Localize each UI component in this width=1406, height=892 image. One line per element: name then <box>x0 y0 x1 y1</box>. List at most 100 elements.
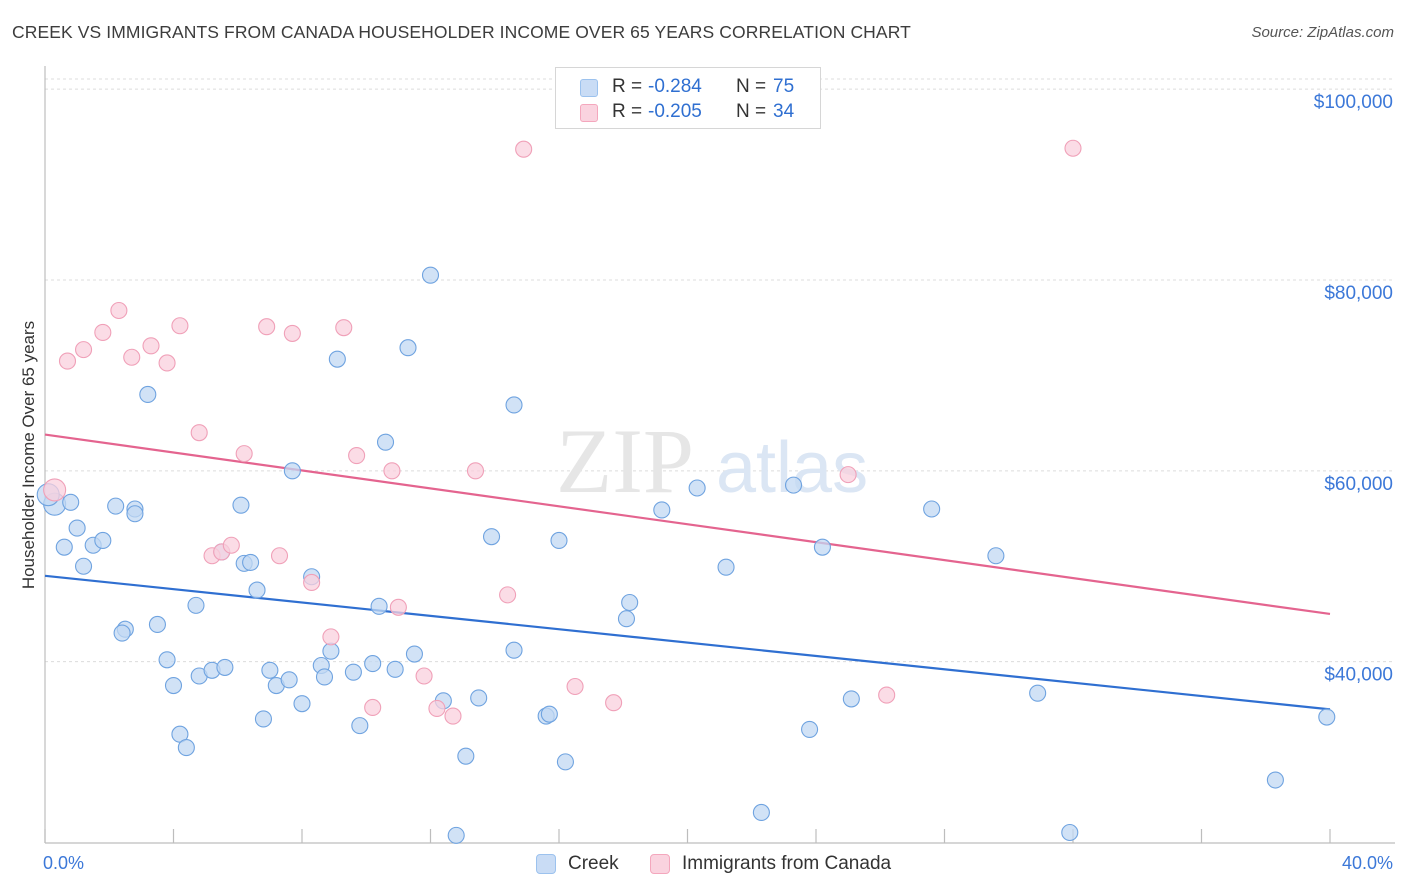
canada-r-label: R = <box>612 101 643 122</box>
creek-point <box>94 531 112 550</box>
creek-point <box>344 663 362 681</box>
watermark: ZIP atlas <box>556 410 868 512</box>
creek-point <box>113 624 131 642</box>
canada-point <box>348 446 366 465</box>
creek-point <box>322 642 340 660</box>
canada-point <box>1064 139 1082 157</box>
canada-point <box>322 628 340 646</box>
canada-r-value: -0.205 <box>648 101 702 122</box>
creek-point <box>688 479 706 497</box>
canada-point <box>43 478 67 502</box>
creek-point <box>421 266 440 284</box>
canada-point <box>383 462 401 480</box>
creek-point <box>1266 771 1284 789</box>
y-axis-label: Householder Income Over 65 years <box>19 320 38 590</box>
creek-point <box>556 753 574 771</box>
creek-n-label: N = <box>736 76 767 97</box>
canada-point <box>515 140 533 158</box>
canada-n-label: N = <box>736 101 767 122</box>
creek-point <box>399 339 417 357</box>
creek-point <box>1061 823 1079 842</box>
creek-point <box>370 597 388 615</box>
correlation-legend: R = -0.284 N = 75 R = -0.205 N = 34 <box>555 67 821 129</box>
creek-point <box>248 581 266 599</box>
creek-point <box>55 538 73 556</box>
creek-r-value: -0.284 <box>648 76 702 97</box>
canada-point <box>258 318 276 336</box>
canada-trend-line <box>44 433 1331 616</box>
canada-point <box>389 598 407 616</box>
canada-point <box>428 699 446 717</box>
creek-point <box>1029 684 1047 702</box>
bottom-creek-label: Creek <box>568 853 619 874</box>
creek-point <box>107 497 125 515</box>
creek-point <box>505 396 523 414</box>
canada-point <box>566 677 584 696</box>
y-tick-label: $40,000 <box>1324 665 1393 686</box>
creek-point <box>364 655 382 673</box>
creek-point <box>621 593 639 612</box>
creek-point <box>293 695 311 713</box>
creek-point <box>242 553 260 571</box>
creek-point <box>351 717 369 735</box>
creek-point <box>653 501 671 519</box>
creek-point <box>405 645 423 663</box>
canada-point <box>58 352 77 370</box>
creek-point <box>126 505 144 523</box>
canada-point <box>364 698 382 717</box>
canada-point <box>94 323 112 341</box>
creek-point <box>550 531 568 550</box>
bottom-creek-swatch <box>536 854 556 874</box>
canada-point <box>499 586 517 604</box>
canada-point <box>190 424 208 442</box>
creek-point <box>1318 708 1336 726</box>
canada-point <box>222 536 240 554</box>
creek-point <box>164 676 183 695</box>
creek-point <box>752 803 770 822</box>
creek-point <box>187 596 205 614</box>
creek-point <box>801 720 819 738</box>
creek-point <box>261 661 279 679</box>
canada-point <box>158 354 176 372</box>
creek-point <box>482 528 501 546</box>
canada-point <box>75 341 93 359</box>
creek-swatch <box>580 79 598 97</box>
canada-point <box>270 547 289 565</box>
creek-point <box>328 350 346 368</box>
grid-lines <box>45 78 1395 663</box>
canada-point <box>235 445 253 463</box>
creek-point <box>505 641 523 659</box>
y-tick-label: $80,000 <box>1324 283 1393 304</box>
canada-point <box>605 694 623 712</box>
axes <box>44 66 1395 844</box>
canada-point <box>283 324 301 342</box>
source-label: Source: ZipAtlas.com <box>1251 24 1394 41</box>
creek-point <box>62 493 80 511</box>
bottom-canada-swatch <box>650 854 670 874</box>
y-tick-label: $100,000 <box>1314 92 1393 113</box>
bottom-canada-label: Immigrants from Canada <box>682 853 892 874</box>
chart-title: CREEK VS IMMIGRANTS FROM CANADA HOUSEHOL… <box>12 22 911 42</box>
canada-point <box>839 466 857 484</box>
canada-point <box>123 348 141 366</box>
tick-labels: $40,000 $60,000 $80,000 $100,000 0.0% 40.0% <box>43 92 1393 873</box>
creek-point <box>717 558 735 576</box>
creek-point <box>216 658 234 676</box>
canada-point <box>110 301 128 320</box>
creek-point <box>813 538 831 556</box>
canada-swatch <box>580 104 598 122</box>
canada-point <box>444 707 462 725</box>
creek-point <box>68 519 86 537</box>
creek-point <box>232 496 250 514</box>
canada-point <box>466 462 485 480</box>
creek-point <box>280 671 298 689</box>
canada-point <box>303 573 321 592</box>
canada-point <box>142 337 160 355</box>
data-points <box>36 139 1336 844</box>
creek-point <box>784 476 803 494</box>
watermark-zip: ZIP <box>556 410 694 512</box>
creek-point <box>148 615 166 634</box>
creek-point <box>987 547 1005 565</box>
creek-n-value: 75 <box>773 76 795 97</box>
